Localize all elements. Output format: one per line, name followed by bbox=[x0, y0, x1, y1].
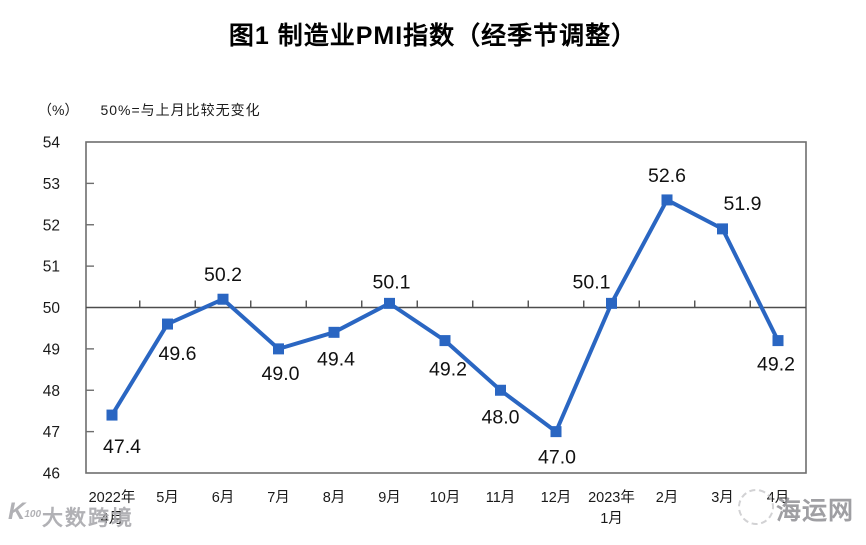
data-point-label: 50.2 bbox=[204, 264, 242, 286]
data-point-label: 50.1 bbox=[573, 271, 611, 293]
x-tick-label: 8月 bbox=[323, 490, 346, 506]
data-point-marker bbox=[273, 343, 284, 355]
data-point-label: 47.4 bbox=[103, 436, 141, 458]
x-tick-label-line2: 1月 bbox=[600, 511, 623, 527]
data-point-marker bbox=[162, 318, 173, 330]
data-point-marker bbox=[217, 293, 229, 305]
data-point-label: 49.2 bbox=[757, 354, 795, 376]
watermark-haiyun: 海运网 bbox=[734, 485, 866, 529]
pmi-line bbox=[110, 197, 780, 434]
chart-title: 图1 制造业PMI指数（经季节调整） bbox=[228, 22, 638, 50]
data-point-label: 47.0 bbox=[538, 447, 576, 469]
x-tick-label-line2: 4月 bbox=[101, 511, 124, 527]
data-point-marker bbox=[717, 223, 728, 235]
data-point-label: 49.4 bbox=[317, 348, 355, 370]
x-tick-label: 2月 bbox=[656, 490, 679, 506]
data-point-label: 49.2 bbox=[429, 359, 467, 381]
y-tick-label: 49 bbox=[43, 341, 60, 358]
stamp-circle-icon bbox=[734, 485, 778, 529]
x-tick-label: 9月 bbox=[378, 490, 401, 506]
x-tick-label: 7月 bbox=[267, 490, 290, 506]
data-point-marker bbox=[328, 326, 340, 338]
x-tick-label: 5月 bbox=[156, 490, 179, 506]
data-point-label: 50.1 bbox=[373, 271, 411, 293]
data-point-marker bbox=[550, 426, 562, 438]
x-tick-label: 2023年 bbox=[588, 489, 635, 506]
y-tick-label: 47 bbox=[43, 424, 60, 441]
y-tick-label: 46 bbox=[43, 466, 60, 483]
y-tick-label: 50 bbox=[43, 300, 61, 317]
y-axis-unit-label: （%） bbox=[38, 102, 79, 118]
watermark-haiyun-text: 海运网 bbox=[776, 497, 855, 525]
x-tick-label: 4月 bbox=[767, 490, 790, 506]
data-point-marker bbox=[661, 194, 673, 206]
y-tick-label: 53 bbox=[43, 176, 60, 193]
x-tick-label: 2022年 bbox=[89, 489, 136, 506]
data-point-label: 52.6 bbox=[648, 165, 686, 187]
reference-note: 50%=与上月比较无变化 bbox=[100, 102, 261, 118]
data-point-label: 48.0 bbox=[482, 406, 520, 428]
x-tick-label: 12月 bbox=[541, 490, 572, 506]
k100-logo-icon: K100 bbox=[8, 498, 42, 525]
data-point-label: 49.0 bbox=[262, 363, 300, 385]
x-tick-label: 11月 bbox=[486, 490, 516, 506]
y-tick-label: 54 bbox=[43, 135, 61, 152]
watermark-dashu-text: 大数跨境 bbox=[42, 507, 135, 530]
data-point-marker bbox=[606, 297, 617, 309]
x-tick-label: 10月 bbox=[430, 490, 461, 506]
data-point-marker bbox=[495, 384, 506, 396]
y-tick-label: 51 bbox=[43, 259, 60, 276]
data-point-marker bbox=[106, 409, 118, 421]
axis-note: （%） 50%=与上月比较无变化 bbox=[38, 100, 261, 120]
data-point-label: 51.9 bbox=[724, 193, 762, 215]
y-tick-label: 52 bbox=[43, 217, 60, 234]
y-tick-label: 48 bbox=[43, 383, 60, 400]
data-point-label: 49.6 bbox=[159, 343, 197, 365]
x-tick-label: 3月 bbox=[711, 490, 734, 506]
watermark-dashu: K100 大数跨境 bbox=[8, 498, 135, 532]
x-tick-label: 6月 bbox=[212, 490, 235, 506]
data-point-marker bbox=[772, 335, 784, 347]
data-point-marker bbox=[384, 297, 395, 309]
data-point-marker bbox=[439, 335, 451, 347]
